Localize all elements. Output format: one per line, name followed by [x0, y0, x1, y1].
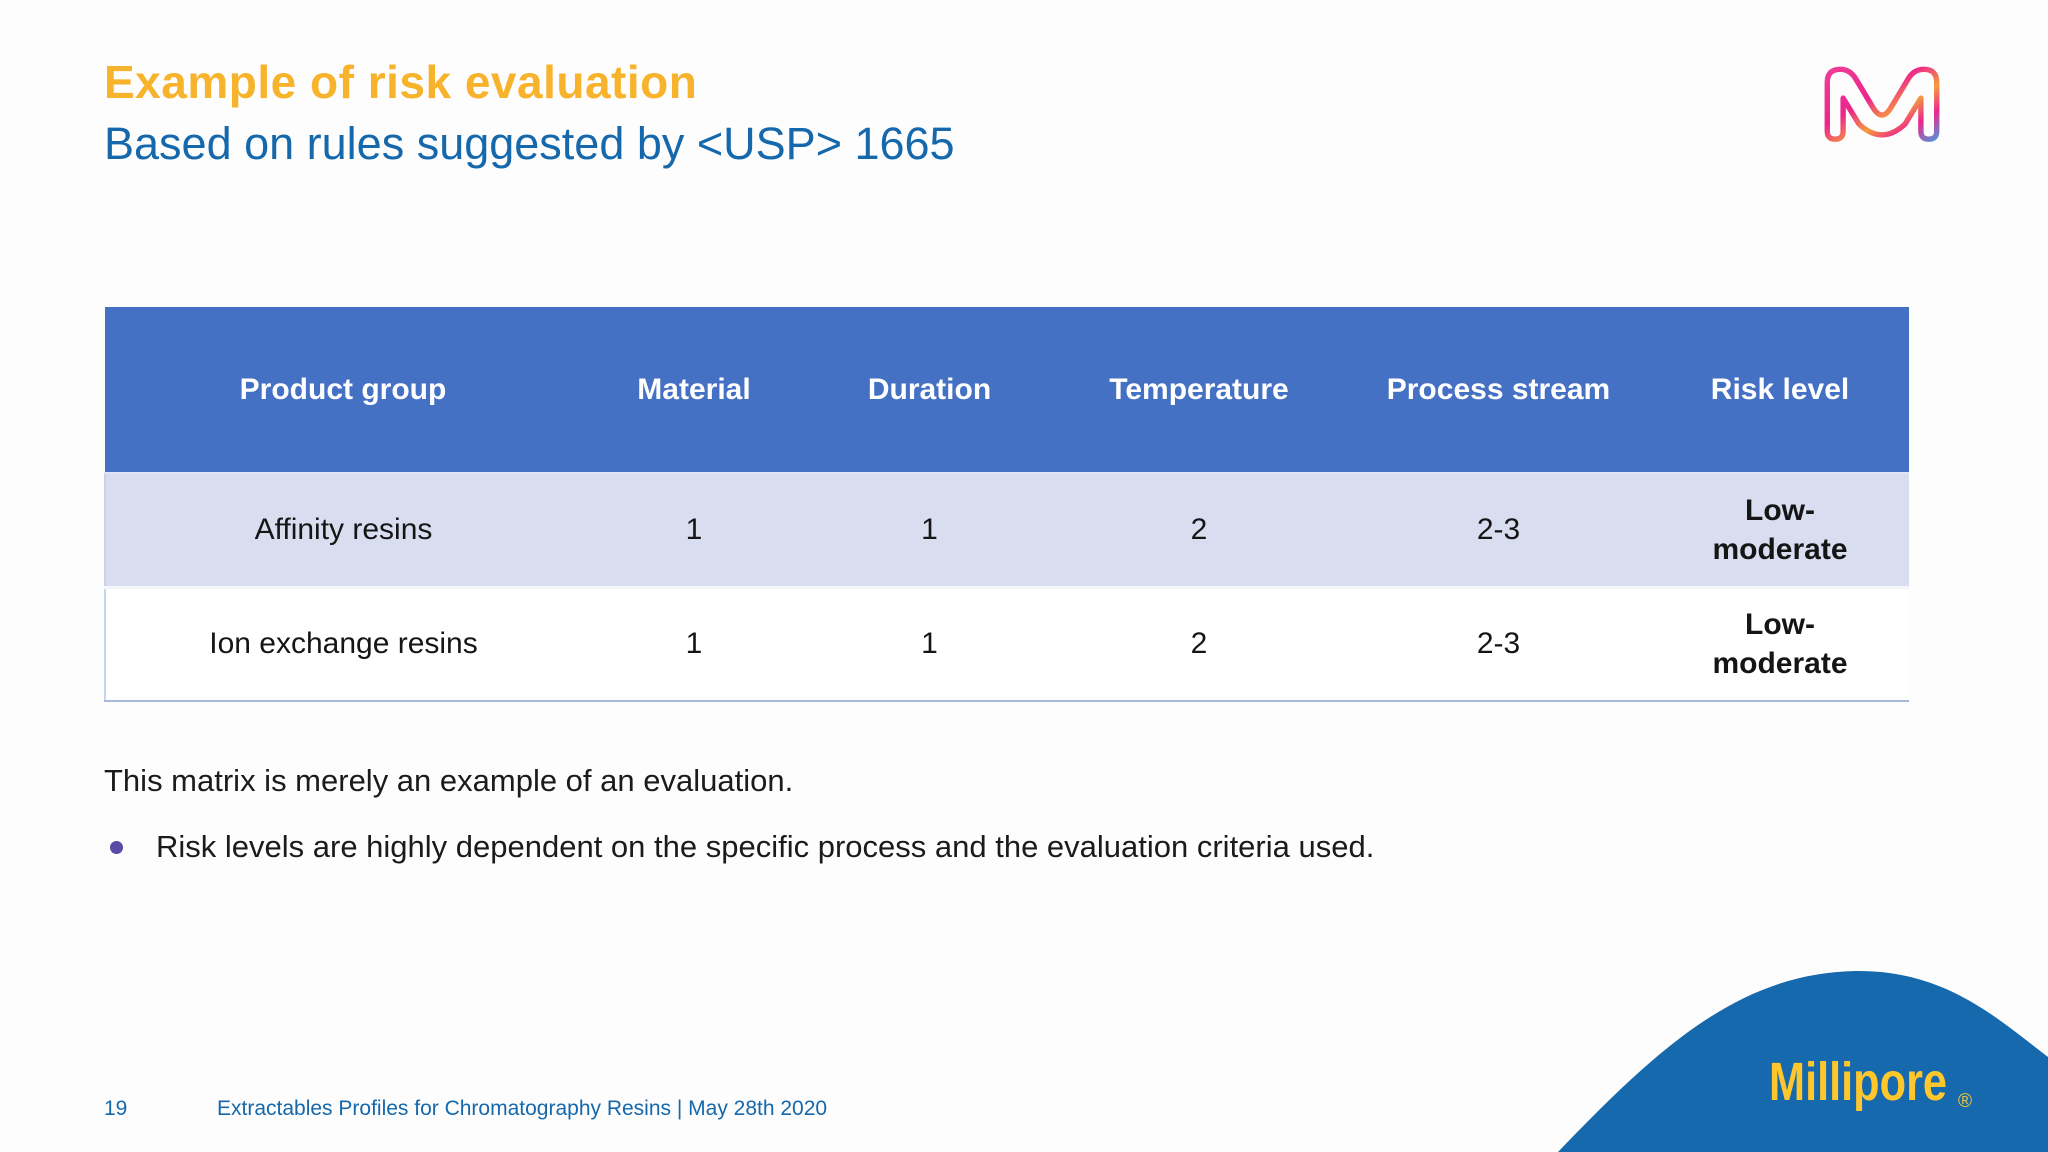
notes-intro: This matrix is merely an example of an e… — [104, 763, 794, 798]
page-subtitle: Based on rules suggested by <USP> 1665 — [104, 118, 955, 169]
table-row-ion-exchange-resins: Ion exchange resins 1 1 2 2-3 Low-modera… — [104, 587, 1909, 702]
cell-duration: 1 — [807, 587, 1052, 702]
cell-product-group: Affinity resins — [104, 473, 581, 589]
bullet-icon — [110, 840, 123, 854]
risk-evaluation-table: Product group Material Duration Temperat… — [104, 307, 1909, 702]
millipore-logo: Millipore ® — [1558, 970, 2048, 1152]
column-header-risk-level: Risk level — [1651, 307, 1909, 474]
cell-risk-level: Low-moderate — [1651, 587, 1909, 702]
column-header-material: Material — [581, 307, 807, 474]
column-header-product-group: Product group — [105, 307, 581, 474]
bullet-item: Risk levels are highly dependent on the … — [104, 829, 1864, 865]
cell-product-group: Ion exchange resins — [104, 587, 581, 702]
millipore-wordmark: Millipore — [1769, 1052, 1947, 1112]
cell-temperature: 2 — [1052, 473, 1346, 589]
cell-process-stream: 2-3 — [1346, 473, 1651, 589]
notes-block: This matrix is merely an example of an e… — [104, 763, 1864, 865]
cell-temperature: 2 — [1052, 587, 1346, 702]
footer-text: Extractables Profiles for Chromatography… — [217, 1097, 828, 1120]
page-number: 19 — [104, 1097, 128, 1120]
risk-level-value: Low-moderate — [1712, 608, 1848, 681]
cell-material: 1 — [581, 473, 807, 589]
table-row-affinity-resins: Affinity resins 1 1 2 2-3 Low-moderate — [104, 473, 1909, 589]
slide-footer: 19 Extractables Profiles for Chromatograp… — [104, 1097, 827, 1121]
cell-process-stream: 2-3 — [1346, 587, 1651, 702]
column-header-process-stream: Process stream — [1346, 307, 1651, 474]
cell-risk-level: Low-moderate — [1651, 473, 1909, 589]
cell-duration: 1 — [807, 473, 1052, 589]
table-header-row: Product group Material Duration Temperat… — [105, 307, 1909, 474]
cell-material: 1 — [581, 587, 807, 702]
registered-mark: ® — [1958, 1091, 1972, 1112]
column-header-temperature: Temperature — [1052, 307, 1346, 474]
column-header-duration: Duration — [807, 307, 1052, 474]
risk-level-value: Low-moderate — [1712, 493, 1848, 566]
millipore-curve-shape — [1558, 970, 2048, 1152]
page-title: Example of risk evaluation — [104, 56, 698, 108]
merck-m-logo-icon — [1824, 66, 1940, 142]
bullet-text: Risk levels are highly dependent on the … — [156, 829, 1375, 864]
